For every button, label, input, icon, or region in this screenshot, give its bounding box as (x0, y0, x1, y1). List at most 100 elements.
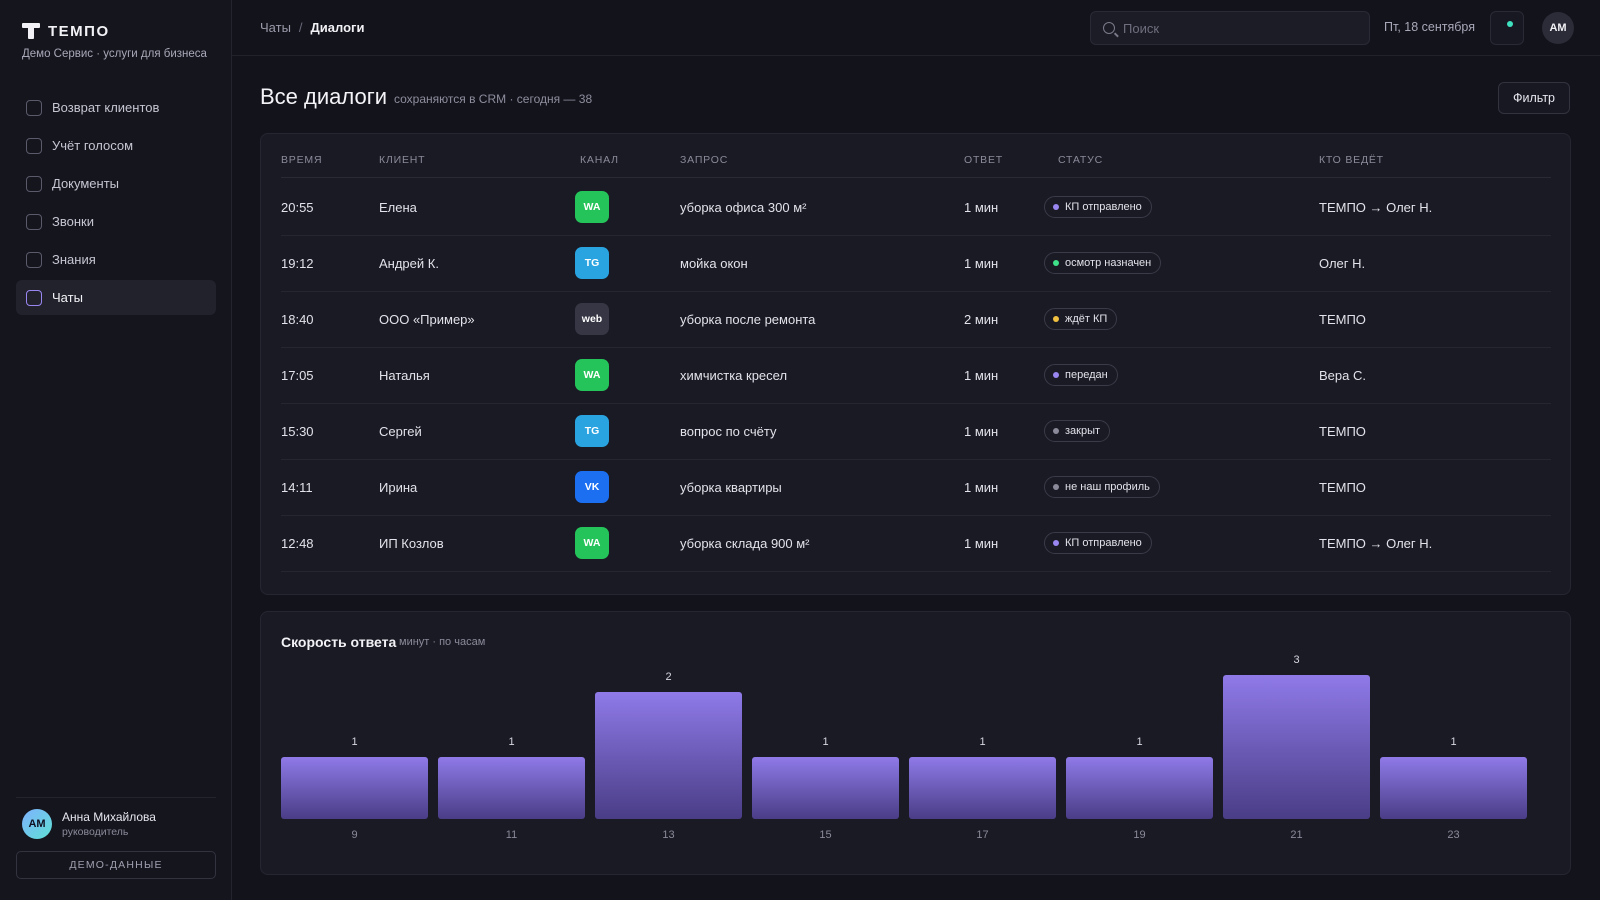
chart-data-label: 1 (351, 736, 357, 748)
status-badge: КП отправлено (1044, 532, 1152, 554)
notifications-button[interactable] (1490, 11, 1524, 45)
status-dot-icon (1053, 260, 1059, 266)
sidebar-item-knowledge[interactable]: Знания (16, 242, 216, 277)
status-badge: осмотр назначен (1044, 252, 1162, 274)
sidebar-footer: АМ Анна Михайлова руководитель ДЕМО-ДАНН… (16, 797, 216, 879)
breadcrumb-parent[interactable]: Чаты (260, 20, 291, 35)
status-dot-icon (1053, 484, 1059, 490)
status-badge: не наш профиль (1044, 476, 1160, 498)
nav-checkbox-icon (26, 99, 42, 116)
user-role: руководитель (62, 826, 129, 838)
column-header-owner[interactable]: КТО ВЕДЁТ (1319, 154, 1384, 166)
table-row[interactable]: 14:11 Ирина уборка квартиры 1 мин ТЕМПО VK не … (281, 459, 1551, 516)
chart-bar[interactable] (438, 757, 585, 819)
column-header-reply[interactable]: ОТВЕТ (964, 154, 1004, 166)
channel-badge-web-icon: web (575, 303, 609, 335)
column-header-status[interactable]: СТАТУС (1058, 154, 1103, 166)
cell-client: ООО «Пример» (379, 312, 475, 327)
sidebar-item-label: Возврат клиентов (52, 100, 160, 115)
column-header-channel[interactable]: КАНАЛ (580, 154, 619, 166)
chart-bar[interactable] (595, 692, 742, 819)
brand-subtitle: Демо Сервис · услуги для бизнеса (22, 48, 207, 60)
chart-bar[interactable] (281, 757, 428, 819)
nav-checkbox-icon (26, 137, 42, 154)
chart-bar[interactable] (1380, 757, 1527, 819)
cell-time: 14:11 (281, 480, 313, 495)
cell-owner: Олег Н. (1319, 256, 1366, 271)
page-subtitle: сохраняются в CRM · сегодня — 38 (394, 92, 593, 106)
status-label: не наш профиль (1065, 481, 1150, 493)
cell-time: 18:40 (281, 312, 314, 327)
avatar: АМ (22, 809, 52, 839)
cell-client: Ирина (379, 480, 418, 495)
demo-data-button[interactable]: ДЕМО-ДАННЫЕ (16, 851, 216, 879)
nav-checkbox-icon (26, 213, 42, 230)
cell-client: Елена (379, 200, 417, 215)
status-label: КП отправлено (1065, 537, 1142, 549)
breadcrumb: Чаты / Диалоги (260, 20, 364, 35)
cell-reply: 1 мин (964, 368, 999, 383)
chart-title: Скорость ответа (281, 634, 397, 650)
column-header-client[interactable]: КЛИЕНТ (379, 154, 426, 166)
table-row[interactable]: 17:05 Наталья химчистка кресел 1 мин Вера С.… (281, 347, 1551, 404)
sidebar-item-documents[interactable]: Документы (16, 166, 216, 201)
avatar[interactable]: АМ (1542, 12, 1574, 44)
brand-logo-icon (22, 22, 40, 40)
brand[interactable]: ТЕМПО (22, 22, 110, 40)
cell-owner: ТЕМПО → Олег Н. (1319, 200, 1433, 215)
nav-checkbox-icon (26, 251, 42, 268)
cell-request: уборка квартиры (680, 480, 782, 495)
chart-data-label: 1 (979, 736, 985, 748)
table-row[interactable]: 15:30 Сергей вопрос по счёту 1 мин ТЕМПО TG за… (281, 403, 1551, 460)
chart-x-tick-label: 9 (351, 829, 357, 841)
sidebar-item-calls[interactable]: Звонки (16, 204, 216, 239)
cell-client: ИП Козлов (379, 536, 444, 551)
search-input[interactable] (1123, 20, 1353, 36)
cell-request: мойка окон (680, 256, 748, 271)
nav-checkbox-icon (26, 175, 42, 192)
chart-x-tick-label: 13 (662, 829, 674, 841)
chart-x-tick-label: 17 (976, 829, 988, 841)
cell-request: уборка офиса 300 м² (680, 200, 807, 215)
table-row[interactable]: 18:40 ООО «Пример» уборка после ремонта 2 м… (281, 291, 1551, 348)
filter-button[interactable]: Фильтр (1498, 82, 1570, 114)
cell-owner: Вера С. (1319, 368, 1366, 383)
chart-bar[interactable] (752, 757, 899, 819)
cell-owner: ТЕМПО (1319, 480, 1366, 495)
chart-bar[interactable] (1223, 675, 1370, 819)
sidebar-item-voice[interactable]: Учёт голосом (16, 128, 216, 163)
cell-owner: ТЕМПО (1319, 424, 1366, 439)
table-row[interactable]: 19:12 Андрей К. мойка окон 1 мин Олег Н. TG ос… (281, 235, 1551, 292)
search-box[interactable] (1090, 11, 1370, 45)
sidebar-nav: Возврат клиентов Учёт голосом Документы … (16, 90, 216, 318)
column-header-time[interactable]: ВРЕМЯ (281, 154, 323, 166)
cell-reply: 1 мин (964, 424, 999, 439)
chart-bar[interactable] (1066, 757, 1213, 819)
cell-reply: 1 мин (964, 200, 999, 215)
cell-client: Наталья (379, 368, 430, 383)
table-row[interactable]: 12:48 ИП Козлов уборка склада 900 м² 1 мин Т… (281, 515, 1551, 572)
sidebar-item-label: Звонки (52, 214, 94, 229)
user-profile[interactable]: АМ Анна Михайлова руководитель (22, 809, 216, 839)
channel-badge-wa-icon: WA (575, 359, 609, 391)
table-row[interactable]: 20:55 Елена уборка офиса 300 м² 1 мин ТЕМПО … (281, 179, 1551, 236)
chart-data-label: 1 (1450, 736, 1456, 748)
sidebar: ТЕМПО Демо Сервис · услуги для бизнеса В… (0, 0, 232, 900)
cell-time: 12:48 (281, 536, 314, 551)
topbar: Чаты / Диалоги Пт, 18 сентября АМ (232, 0, 1600, 56)
sidebar-item-returns[interactable]: Возврат клиентов (16, 90, 216, 125)
sidebar-item-chats[interactable]: Чаты (16, 280, 216, 315)
chart-data-label: 2 (665, 671, 671, 683)
user-name: Анна Михайлова (62, 810, 156, 824)
chart-subtitle: минут · по часам (399, 636, 486, 648)
response-speed-chart: Скорость ответа минут · по часам 1 9 1 11 2 1… (260, 611, 1571, 875)
chart-bar[interactable] (909, 757, 1056, 819)
table-header: ВРЕМЯ КЛИЕНТ КАНАЛ ЗАПРОС ОТВЕТ СТАТУС К… (281, 134, 1551, 178)
status-label: закрыт (1065, 425, 1101, 437)
sidebar-item-label: Учёт голосом (52, 138, 134, 153)
column-header-request[interactable]: ЗАПРОС (680, 154, 729, 166)
channel-badge-tg-icon: TG (575, 415, 609, 447)
sidebar-item-label: Знания (52, 252, 96, 267)
cell-owner: ТЕМПО → Олег Н. (1319, 536, 1433, 551)
status-dot-icon (1053, 540, 1059, 546)
